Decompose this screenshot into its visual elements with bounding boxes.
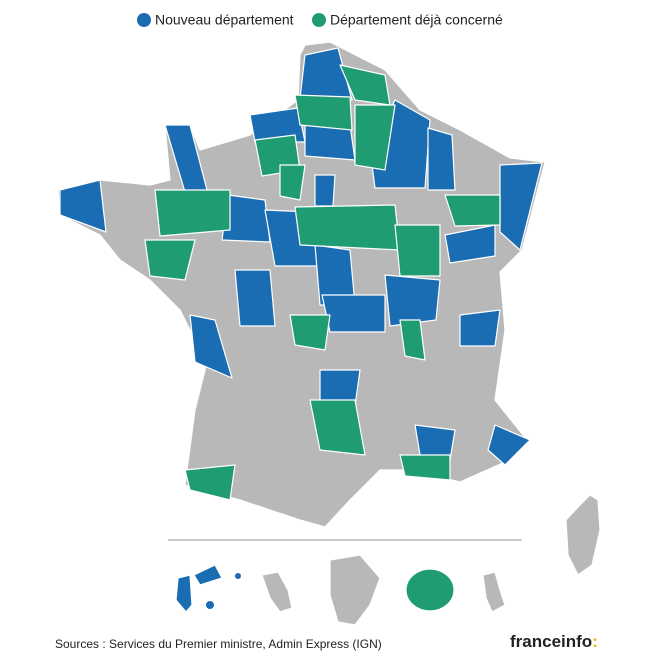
department (154, 189, 231, 237)
department (144, 239, 196, 281)
legend-label: Nouveau département (155, 12, 294, 28)
logo-name: franceinfo (510, 632, 592, 651)
outre-mer (175, 554, 506, 626)
mayotte (482, 571, 506, 613)
department (299, 47, 353, 101)
department (304, 124, 356, 161)
department (289, 314, 331, 351)
department (399, 319, 426, 361)
department (279, 164, 306, 201)
department (189, 314, 233, 379)
department (384, 274, 441, 327)
department (59, 179, 107, 233)
guyane (329, 554, 381, 626)
logo: franceinfo: (510, 632, 598, 651)
department (459, 309, 501, 347)
metropole (57, 41, 601, 576)
department (184, 464, 236, 501)
department (294, 94, 353, 131)
guadeloupe-island (235, 573, 241, 579)
logo-mark: : (592, 632, 598, 651)
department (354, 104, 396, 171)
department (314, 174, 336, 207)
legend-label: Département déjà concerné (330, 12, 503, 28)
department (444, 194, 501, 227)
martinique (261, 571, 293, 613)
corse (565, 494, 601, 576)
department (487, 424, 531, 466)
la-reunion (405, 568, 455, 612)
source: Sources : Services du Premier ministre, … (55, 637, 382, 651)
guadeloupe-island (206, 601, 214, 609)
legend-swatch (312, 13, 326, 27)
department (294, 204, 401, 251)
legend-swatch (137, 13, 151, 27)
guadeloupe (193, 564, 223, 586)
department (309, 399, 366, 456)
department (427, 127, 456, 191)
department (321, 294, 386, 333)
guadeloupe (175, 574, 193, 613)
department (234, 269, 276, 327)
department (444, 224, 496, 264)
department (399, 454, 451, 481)
department (394, 224, 441, 277)
